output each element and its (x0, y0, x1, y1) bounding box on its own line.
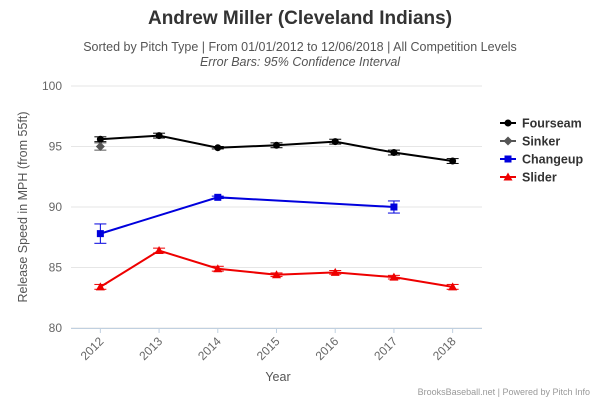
data-point-fourseam (214, 144, 222, 152)
data-point-fourseam (331, 138, 339, 146)
y-tick-label: 80 (49, 321, 63, 335)
x-tick-label: 2014 (195, 334, 224, 363)
data-point-slider (154, 246, 164, 255)
x-tick-label: 2016 (313, 334, 342, 363)
y-axis-title: Release Speed in MPH (from 55ft) (16, 111, 30, 302)
data-point-changeup (96, 230, 104, 238)
legend-item-sinker[interactable]: Sinker (500, 135, 560, 149)
data-point-fourseam (273, 141, 280, 149)
x-axis-ticks: 2012 2013 2014 2015 2016 2017 2018 (78, 328, 459, 363)
series-line-changeup (100, 196, 394, 235)
x-tick-label: 2015 (254, 334, 283, 363)
chart-subtitle: Sorted by Pitch Type | From 01/01/2012 t… (83, 40, 517, 54)
x-tick-label: 2013 (136, 334, 165, 363)
legend-item-slider[interactable]: Slider (500, 171, 557, 185)
grid-lines (71, 85, 482, 329)
data-point-fourseam (96, 135, 104, 143)
data-point-changeup (390, 203, 398, 211)
data-point-slider (272, 270, 281, 279)
data-point-fourseam (449, 157, 457, 165)
legend-label: Changeup (522, 153, 583, 167)
data-point-slider (95, 282, 105, 291)
y-tick-label: 85 (49, 261, 63, 275)
legend-item-changeup[interactable]: Changeup (500, 153, 583, 167)
legend-marker-fourseam (504, 119, 512, 127)
data-point-slider (330, 267, 340, 276)
data-point-fourseam (155, 132, 163, 140)
data-point-slider (389, 272, 399, 281)
chart-subtitle-error-bars: Error Bars: 95% Confidence Interval (200, 55, 401, 69)
y-tick-label: 100 (42, 79, 62, 93)
legend-label: Slider (522, 171, 557, 185)
data-point-sinker (95, 142, 105, 151)
data-point-changeup (214, 193, 222, 201)
legend: Fourseam Sinker Changeup Slider (500, 117, 583, 185)
series-slider (94, 246, 459, 291)
data-point-slider (448, 282, 458, 291)
data-point-fourseam (390, 149, 398, 157)
x-tick-label: 2012 (78, 334, 107, 363)
credits-text[interactable]: BrooksBaseball.net | Powered by Pitch In… (418, 387, 590, 397)
y-tick-label: 90 (49, 200, 63, 214)
legend-marker-changeup (504, 155, 512, 163)
legend-item-fourseam[interactable]: Fourseam (500, 117, 582, 131)
y-axis-ticks: 80 85 90 95 100 (42, 79, 62, 335)
x-tick-label: 2018 (430, 334, 459, 363)
series-changeup (94, 193, 400, 244)
legend-marker-sinker (503, 136, 513, 146)
x-axis-title: Year (265, 370, 290, 384)
series-line-slider (99, 249, 453, 288)
chart-title: Andrew Miller (Cleveland Indians) (148, 8, 452, 29)
data-point-slider (213, 264, 223, 273)
y-tick-label: 95 (49, 140, 63, 154)
series-sinker (94, 142, 107, 151)
legend-label: Fourseam (522, 117, 582, 131)
series-layer (94, 132, 459, 291)
x-tick-label: 2017 (371, 334, 400, 363)
legend-label: Sinker (522, 135, 560, 149)
series-fourseam (94, 132, 459, 165)
legend-marker-slider (503, 172, 513, 181)
